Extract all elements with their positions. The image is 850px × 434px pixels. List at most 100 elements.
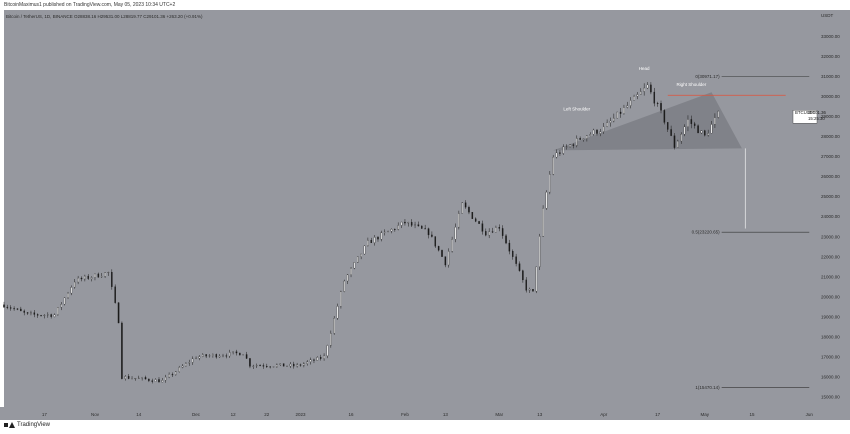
candle-body (414, 224, 416, 226)
candle-body (87, 275, 89, 279)
candle-body (700, 130, 703, 134)
candle-body (181, 365, 184, 368)
candle-body (47, 314, 49, 316)
candle-body (138, 377, 140, 379)
candle-body (6, 306, 9, 308)
candle-body (215, 354, 218, 358)
candle-body (84, 275, 86, 280)
price-chart[interactable]: 0(30971.17) 0.5(23220.65) 1(15470.14) Head R… (0, 10, 850, 420)
chart-frame: 0(30971.17) 0.5(23220.65) 1(15470.14) Head R… (0, 10, 850, 420)
y-tick-label: 33000.00 (821, 34, 840, 39)
y-tick-label: 16000.00 (821, 375, 840, 380)
candle-body (485, 231, 487, 236)
candle-body (100, 276, 103, 278)
candle-body (370, 239, 373, 244)
candle-body (164, 376, 167, 381)
candle-body (198, 356, 201, 359)
candle-body (296, 364, 298, 367)
x-tick-label: Apr (600, 412, 608, 417)
candle-body (545, 191, 548, 209)
candle-body (683, 126, 686, 135)
candle-body (269, 366, 271, 368)
tradingview-logo-icon (4, 422, 15, 428)
candle-body (323, 355, 325, 359)
candle-body (309, 359, 312, 362)
y-tick-label: 28000.00 (821, 134, 840, 139)
candle-body (613, 117, 615, 122)
y-tick-label: 24000.00 (821, 214, 840, 219)
candle-body (451, 239, 453, 252)
candle-body (255, 365, 258, 367)
candle-body (175, 371, 177, 375)
candle-body (424, 228, 426, 230)
candle-body (576, 138, 578, 146)
candle-body (282, 363, 285, 367)
candle-body (53, 314, 56, 317)
candle-body (387, 230, 389, 233)
candle-body (30, 312, 32, 314)
candle-body (326, 345, 329, 357)
time-axis[interactable]: 17 Nov 14 Dec 12 22 2023 16 Feb 13 Mar 13 Apr 17 May 15… (0, 407, 850, 420)
candle-body (195, 357, 197, 359)
candle-body (653, 91, 656, 104)
fib-level-label: 0(30971.17) (695, 74, 720, 79)
price-axis[interactable]: 15000.00 16000.00 17000.00 18000.00 19000.00… (792, 10, 850, 420)
x-tick-label: 13 (537, 412, 543, 417)
candle-body (518, 263, 521, 271)
candle-body (616, 111, 618, 119)
candle-body (144, 377, 147, 380)
x-tick-label: 12 (231, 412, 237, 417)
candle-body (464, 202, 467, 208)
candle-body (562, 146, 565, 154)
candle-body (458, 213, 460, 228)
candle-body (592, 129, 595, 135)
currency-label: USDT (821, 13, 834, 18)
x-tick-label: Jun (806, 412, 814, 417)
candle-body (205, 354, 207, 357)
y-tick-label: 18000.00 (821, 335, 840, 340)
candle-body (454, 226, 457, 240)
y-tick-label: 20000.00 (821, 294, 840, 299)
candle-body (346, 274, 349, 282)
candle-body (114, 286, 116, 303)
candle-body (586, 135, 588, 139)
y-tick-label: 29000.00 (821, 114, 840, 119)
candle-body (313, 359, 315, 361)
candle-body (272, 366, 275, 368)
candle-body (481, 223, 484, 232)
candle-body (643, 87, 645, 92)
x-tick-label: 22 (264, 412, 270, 417)
y-tick-label: 25000.00 (821, 194, 840, 199)
candle-body (23, 310, 25, 313)
candle-body (495, 227, 497, 233)
candle-body (148, 378, 150, 381)
candle-body (538, 236, 541, 268)
drawing-lines: 0(30971.17) 0.5(23220.65) 1(15470.14) Head R… (563, 66, 810, 390)
candle-body (171, 374, 174, 376)
candle-body (57, 307, 59, 315)
fib-level-label: 0.5(23220.65) (692, 230, 721, 235)
candle-body (127, 376, 130, 379)
candle-body (394, 229, 396, 230)
candle-body (407, 222, 410, 224)
candle-body (569, 144, 571, 147)
y-tick-label: 23000.00 (821, 234, 840, 239)
candle-body (478, 221, 480, 224)
candle-body (151, 380, 153, 382)
candle-body (522, 270, 524, 281)
candle-body (353, 262, 356, 269)
candle-body (134, 378, 137, 380)
candle-body (77, 277, 79, 283)
candle-body (434, 236, 437, 247)
candle-body (239, 352, 241, 356)
candle-body (417, 224, 420, 227)
candle-body (80, 277, 83, 280)
y-tick-label: 27000.00 (821, 154, 840, 159)
candle-body (397, 225, 399, 230)
candle-body (447, 251, 450, 266)
x-tick-label: Dec (192, 412, 201, 417)
candle-body (60, 303, 63, 308)
candle-body (9, 307, 12, 309)
candle-body (572, 144, 575, 146)
candle-body (63, 297, 66, 305)
